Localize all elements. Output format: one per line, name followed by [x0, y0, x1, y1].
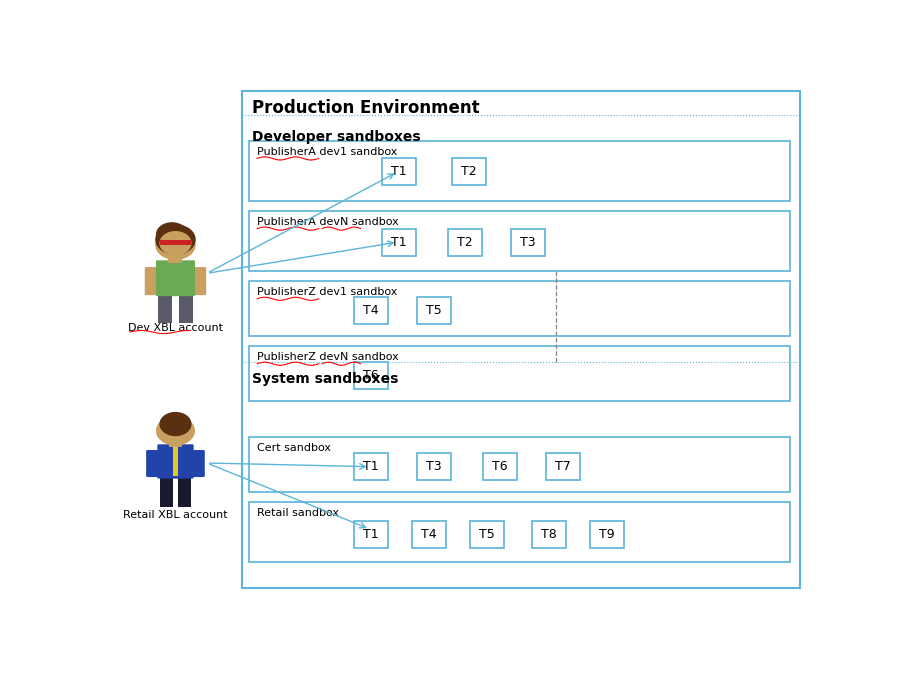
- Bar: [546, 453, 579, 480]
- Text: T6: T6: [363, 369, 378, 382]
- Bar: [590, 520, 623, 547]
- Text: PublisherZ dev1 sandbox: PublisherZ dev1 sandbox: [257, 288, 397, 298]
- Bar: [382, 159, 415, 186]
- Bar: [417, 297, 450, 324]
- Bar: [173, 448, 178, 476]
- Circle shape: [156, 230, 195, 259]
- Text: T3: T3: [520, 236, 536, 248]
- Text: T2: T2: [458, 236, 473, 248]
- Text: Production Environment: Production Environment: [252, 99, 480, 117]
- Text: T4: T4: [421, 528, 437, 541]
- Text: T1: T1: [391, 165, 406, 178]
- Bar: [532, 520, 566, 547]
- Bar: [484, 453, 517, 480]
- Text: T2: T2: [461, 165, 477, 178]
- Bar: [512, 229, 545, 256]
- Bar: [249, 281, 790, 335]
- FancyBboxPatch shape: [158, 444, 194, 479]
- Bar: [249, 141, 790, 200]
- FancyBboxPatch shape: [146, 450, 161, 477]
- Bar: [158, 294, 172, 323]
- Text: T5: T5: [426, 304, 441, 317]
- Text: PublisherZ devN sandbox: PublisherZ devN sandbox: [257, 352, 399, 362]
- Bar: [452, 159, 486, 186]
- Bar: [249, 437, 790, 491]
- Text: System sandboxes: System sandboxes: [252, 372, 398, 386]
- Bar: [354, 520, 387, 547]
- Text: Cert sandbox: Cert sandbox: [257, 443, 332, 454]
- Bar: [168, 254, 182, 263]
- Text: T1: T1: [363, 528, 378, 541]
- Circle shape: [157, 223, 187, 246]
- Bar: [382, 229, 415, 256]
- Text: T6: T6: [492, 460, 508, 473]
- Circle shape: [160, 412, 191, 435]
- Bar: [177, 477, 191, 507]
- Text: T1: T1: [363, 460, 378, 473]
- Text: T9: T9: [599, 528, 614, 541]
- Text: Retail sandbox: Retail sandbox: [257, 508, 339, 518]
- Text: PublisherA dev1 sandbox: PublisherA dev1 sandbox: [257, 147, 397, 157]
- Bar: [249, 211, 790, 271]
- Text: Dev XBL account: Dev XBL account: [128, 323, 223, 333]
- Bar: [417, 453, 450, 480]
- Bar: [354, 453, 387, 480]
- Bar: [169, 439, 182, 448]
- Circle shape: [157, 416, 195, 445]
- Text: T7: T7: [555, 460, 571, 473]
- Bar: [412, 520, 446, 547]
- Text: T5: T5: [479, 528, 495, 541]
- Bar: [241, 91, 800, 588]
- Text: T4: T4: [363, 304, 378, 317]
- Text: T3: T3: [426, 460, 441, 473]
- Text: Retail XBL account: Retail XBL account: [123, 510, 228, 520]
- FancyBboxPatch shape: [145, 267, 159, 295]
- FancyBboxPatch shape: [189, 450, 205, 477]
- Circle shape: [156, 225, 195, 254]
- Text: Developer sandboxes: Developer sandboxes: [252, 130, 421, 144]
- Text: T1: T1: [391, 236, 406, 248]
- Bar: [470, 520, 504, 547]
- Bar: [249, 346, 790, 401]
- Bar: [179, 294, 193, 323]
- Bar: [354, 297, 387, 324]
- Bar: [160, 477, 173, 507]
- Text: PublisherA devN sandbox: PublisherA devN sandbox: [257, 217, 399, 227]
- Circle shape: [160, 232, 191, 254]
- FancyBboxPatch shape: [156, 261, 195, 296]
- Bar: [160, 240, 191, 245]
- Bar: [449, 229, 482, 256]
- Text: T8: T8: [542, 528, 557, 541]
- FancyBboxPatch shape: [192, 267, 206, 295]
- Bar: [249, 502, 790, 562]
- Bar: [354, 362, 387, 389]
